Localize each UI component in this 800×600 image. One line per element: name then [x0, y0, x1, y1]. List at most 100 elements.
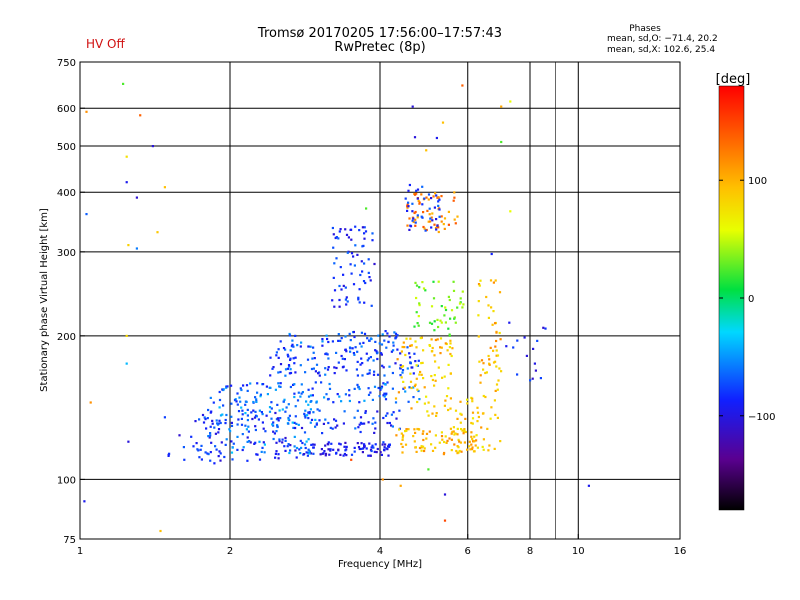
data-point: [215, 448, 218, 451]
data-point: [352, 255, 355, 258]
data-point: [409, 224, 412, 227]
data-point: [437, 230, 440, 234]
data-point: [423, 197, 426, 200]
data-point: [449, 352, 452, 356]
data-point: [287, 418, 290, 421]
data-point: [356, 253, 359, 256]
data-point: [374, 443, 377, 446]
data-point: [494, 322, 497, 325]
y-tick-label: 500: [57, 142, 76, 153]
data-point: [471, 446, 474, 449]
data-point: [428, 207, 431, 210]
data-point: [292, 345, 295, 348]
data-point: [293, 445, 296, 448]
data-point: [452, 426, 455, 429]
data-point: [255, 398, 258, 401]
data-point: [505, 345, 508, 348]
data-point: [459, 301, 462, 304]
data-point: [442, 223, 445, 226]
data-point: [449, 397, 452, 400]
data-point: [336, 424, 339, 427]
data-point: [346, 251, 349, 254]
data-point: [303, 431, 307, 434]
data-point: [479, 374, 482, 377]
data-point: [406, 367, 409, 370]
data-point: [277, 371, 280, 374]
data-point: [418, 446, 422, 450]
data-point: [444, 306, 447, 309]
data-point: [491, 323, 494, 326]
data-point: [276, 417, 279, 420]
data-point: [361, 226, 364, 229]
y-tick-label: 200: [57, 332, 76, 343]
data-point: [438, 441, 441, 444]
data-point: [357, 298, 360, 301]
data-point: [383, 392, 386, 395]
data-point: [428, 430, 431, 433]
data-point: [331, 299, 334, 302]
data-point: [450, 438, 453, 441]
data-point: [453, 443, 456, 446]
data-point: [587, 484, 590, 487]
y-tick-label: 400: [57, 188, 76, 199]
data-point: [412, 220, 415, 223]
data-point: [388, 365, 391, 368]
data-point: [382, 366, 385, 369]
data-point: [447, 408, 450, 412]
data-point: [269, 374, 272, 377]
data-point: [353, 353, 356, 356]
data-point: [207, 408, 210, 412]
data-point: [421, 432, 424, 435]
data-point: [460, 413, 463, 416]
data-point: [492, 349, 495, 352]
data-point: [377, 334, 380, 337]
data-point: [232, 442, 235, 445]
data-point: [217, 455, 220, 458]
data-point: [303, 414, 306, 417]
data-point: [207, 435, 210, 438]
data-point: [386, 412, 389, 415]
data-point: [297, 391, 300, 394]
data-point: [213, 462, 216, 465]
data-point: [308, 452, 311, 455]
data-point: [415, 346, 418, 349]
data-point: [415, 189, 418, 192]
data-point: [401, 438, 404, 441]
data-point: [458, 440, 461, 443]
data-point: [442, 453, 445, 456]
data-point: [356, 409, 359, 412]
data-point: [435, 218, 438, 221]
data-point: [244, 412, 247, 415]
data-point: [370, 337, 373, 341]
data-point: [312, 346, 315, 349]
data-point: [439, 337, 443, 340]
data-point: [413, 352, 416, 355]
data-point: [482, 394, 485, 398]
data-point: [289, 357, 292, 360]
data-point: [311, 387, 314, 390]
data-point: [495, 354, 498, 357]
data-point: [360, 442, 363, 445]
data-point: [413, 440, 416, 443]
data-point: [229, 430, 232, 433]
data-point: [208, 436, 211, 439]
data-point: [274, 456, 277, 459]
data-point: [286, 367, 289, 370]
data-point: [310, 418, 314, 421]
data-point: [276, 403, 279, 406]
data-point: [373, 431, 376, 434]
data-point: [241, 409, 244, 412]
data-point: [387, 454, 390, 457]
data-point: [417, 324, 420, 327]
data-point: [210, 441, 213, 444]
data-point: [443, 440, 446, 444]
data-point: [446, 349, 449, 352]
data-point: [353, 446, 356, 449]
data-point: [444, 308, 448, 312]
data-point: [329, 426, 332, 429]
data-point: [392, 344, 395, 347]
data-point: [321, 340, 324, 343]
data-point: [368, 339, 371, 342]
data-point: [338, 284, 341, 288]
data-point: [449, 342, 452, 345]
